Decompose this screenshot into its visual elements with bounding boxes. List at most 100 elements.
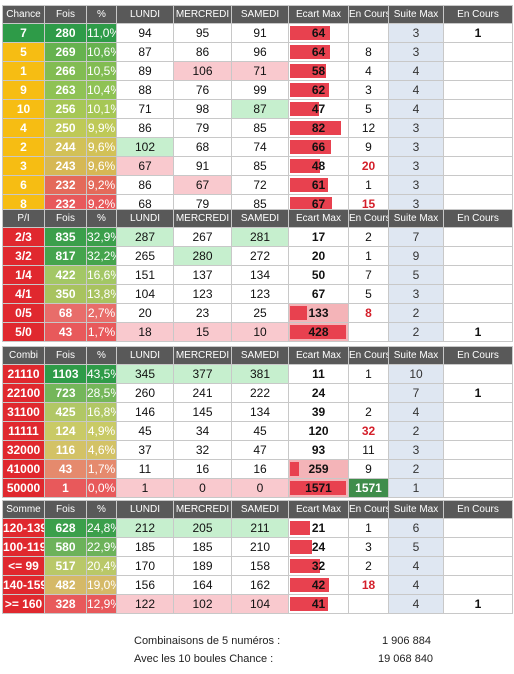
percent-cell: 19,0%: [86, 575, 117, 595]
suite-max-cell: 3: [388, 284, 444, 304]
percent-cell: 32,2%: [86, 246, 117, 266]
current-streak-cell: 1: [443, 594, 513, 614]
ecart-max-cell: 133: [288, 303, 349, 323]
ecart-bar: [290, 64, 327, 78]
column-header: %: [86, 500, 117, 519]
current-streak-cell: [443, 459, 513, 479]
ecart-bar: [290, 540, 313, 554]
column-header: SAMEDI: [231, 5, 289, 24]
current-streak-cell: [443, 246, 513, 266]
ecart-max-cell: 21: [288, 518, 349, 538]
ecart-bar: [290, 178, 328, 192]
column-header: En Cours: [443, 209, 513, 228]
row-key: 3/2: [2, 246, 45, 266]
row-key: 22100: [2, 383, 45, 403]
mercredi-cell: 189: [173, 556, 232, 576]
samedi-cell: 85: [231, 118, 289, 138]
count-cell: 1: [44, 478, 87, 498]
lundi-cell: 94: [116, 23, 174, 43]
percent-cell: 10,6%: [86, 42, 117, 62]
current-streak-cell: [443, 478, 513, 498]
samedi-cell: 104: [231, 594, 289, 614]
column-header: LUNDI: [116, 346, 174, 365]
percent-cell: 9,6%: [86, 156, 117, 176]
mercredi-cell: 185: [173, 537, 232, 557]
ecart-value: 133: [308, 306, 329, 320]
ecart-max-cell: 42: [288, 575, 349, 595]
column-header: LUNDI: [116, 209, 174, 228]
current-gap-cell: 3: [348, 537, 389, 557]
ecart-max-cell: 20: [288, 246, 349, 266]
table-row: 32000 116 4,6% 37 32 47 93 11 3: [2, 440, 513, 460]
samedi-cell: 47: [231, 440, 289, 460]
column-header: Ecart Max: [288, 209, 349, 228]
count-cell: 422: [44, 265, 87, 285]
current-streak-cell: [443, 175, 513, 195]
samedi-cell: 134: [231, 265, 289, 285]
ecart-max-cell: 1571: [288, 478, 349, 498]
current-streak-cell: [443, 80, 513, 100]
table-row: 3 243 9,6% 67 91 85 48 20 3: [2, 156, 513, 176]
column-header: %: [86, 346, 117, 365]
column-header: SAMEDI: [231, 346, 289, 365]
percent-cell: 9,9%: [86, 118, 117, 138]
suite-max-cell: 3: [388, 137, 444, 157]
ecart-max-cell: 41: [288, 594, 349, 614]
row-key: 1: [2, 61, 45, 81]
current-gap-cell: 11: [348, 440, 389, 460]
row-key: 3: [2, 156, 45, 176]
mercredi-cell: 280: [173, 246, 232, 266]
lundi-cell: 45: [116, 421, 174, 441]
suite-max-cell: 9: [388, 246, 444, 266]
percent-cell: 9,6%: [86, 137, 117, 157]
lundi-cell: 151: [116, 265, 174, 285]
percent-cell: 4,6%: [86, 440, 117, 460]
samedi-cell: 158: [231, 556, 289, 576]
row-key: 31100: [2, 402, 45, 422]
count-cell: 43: [44, 322, 87, 342]
ecart-max-cell: 67: [288, 284, 349, 304]
row-key: 7: [2, 23, 45, 43]
lundi-cell: 86: [116, 118, 174, 138]
column-header: En Cours: [348, 346, 389, 365]
lundi-cell: 170: [116, 556, 174, 576]
lundi-cell: 71: [116, 99, 174, 119]
row-key: 2: [2, 137, 45, 157]
ecart-value: 58: [311, 64, 326, 78]
row-key: 1/4: [2, 265, 45, 285]
count-cell: 232: [44, 175, 87, 195]
samedi-cell: 99: [231, 80, 289, 100]
lundi-cell: 102: [116, 137, 174, 157]
lundi-cell: 11: [116, 459, 174, 479]
column-header: En Cours: [443, 346, 513, 365]
mercredi-cell: 137: [173, 265, 232, 285]
row-key: 6: [2, 175, 45, 195]
current-gap-cell: 1: [348, 175, 389, 195]
ecart-bar: [290, 26, 330, 40]
column-header: Combi: [2, 346, 45, 365]
ecart-bar: [290, 45, 330, 59]
suite-max-cell: 10: [388, 364, 444, 384]
percent-cell: 28,5%: [86, 383, 117, 403]
row-key: 32000: [2, 440, 45, 460]
ecart-value: 41: [311, 597, 326, 611]
ecart-value: 47: [311, 102, 326, 116]
somme-table: Somme Fois% LUNDI MERCREDI SAMEDI Ecart Max En…: [2, 500, 513, 614]
column-header: %: [86, 5, 117, 24]
ecart-bar: [290, 481, 346, 495]
column-header: Suite Max: [388, 209, 444, 228]
column-header: En Cours: [443, 5, 513, 24]
suite-max-cell: 3: [388, 175, 444, 195]
column-header: Suite Max: [388, 500, 444, 519]
count-cell: 1103: [44, 364, 87, 384]
row-key: >= 160: [2, 594, 45, 614]
current-gap-cell: 4: [348, 61, 389, 81]
lundi-cell: 287: [116, 227, 174, 247]
percent-cell: 22,9%: [86, 537, 117, 557]
row-key: <= 99: [2, 556, 45, 576]
footer-value-combinations: 1 906 884: [382, 635, 431, 647]
